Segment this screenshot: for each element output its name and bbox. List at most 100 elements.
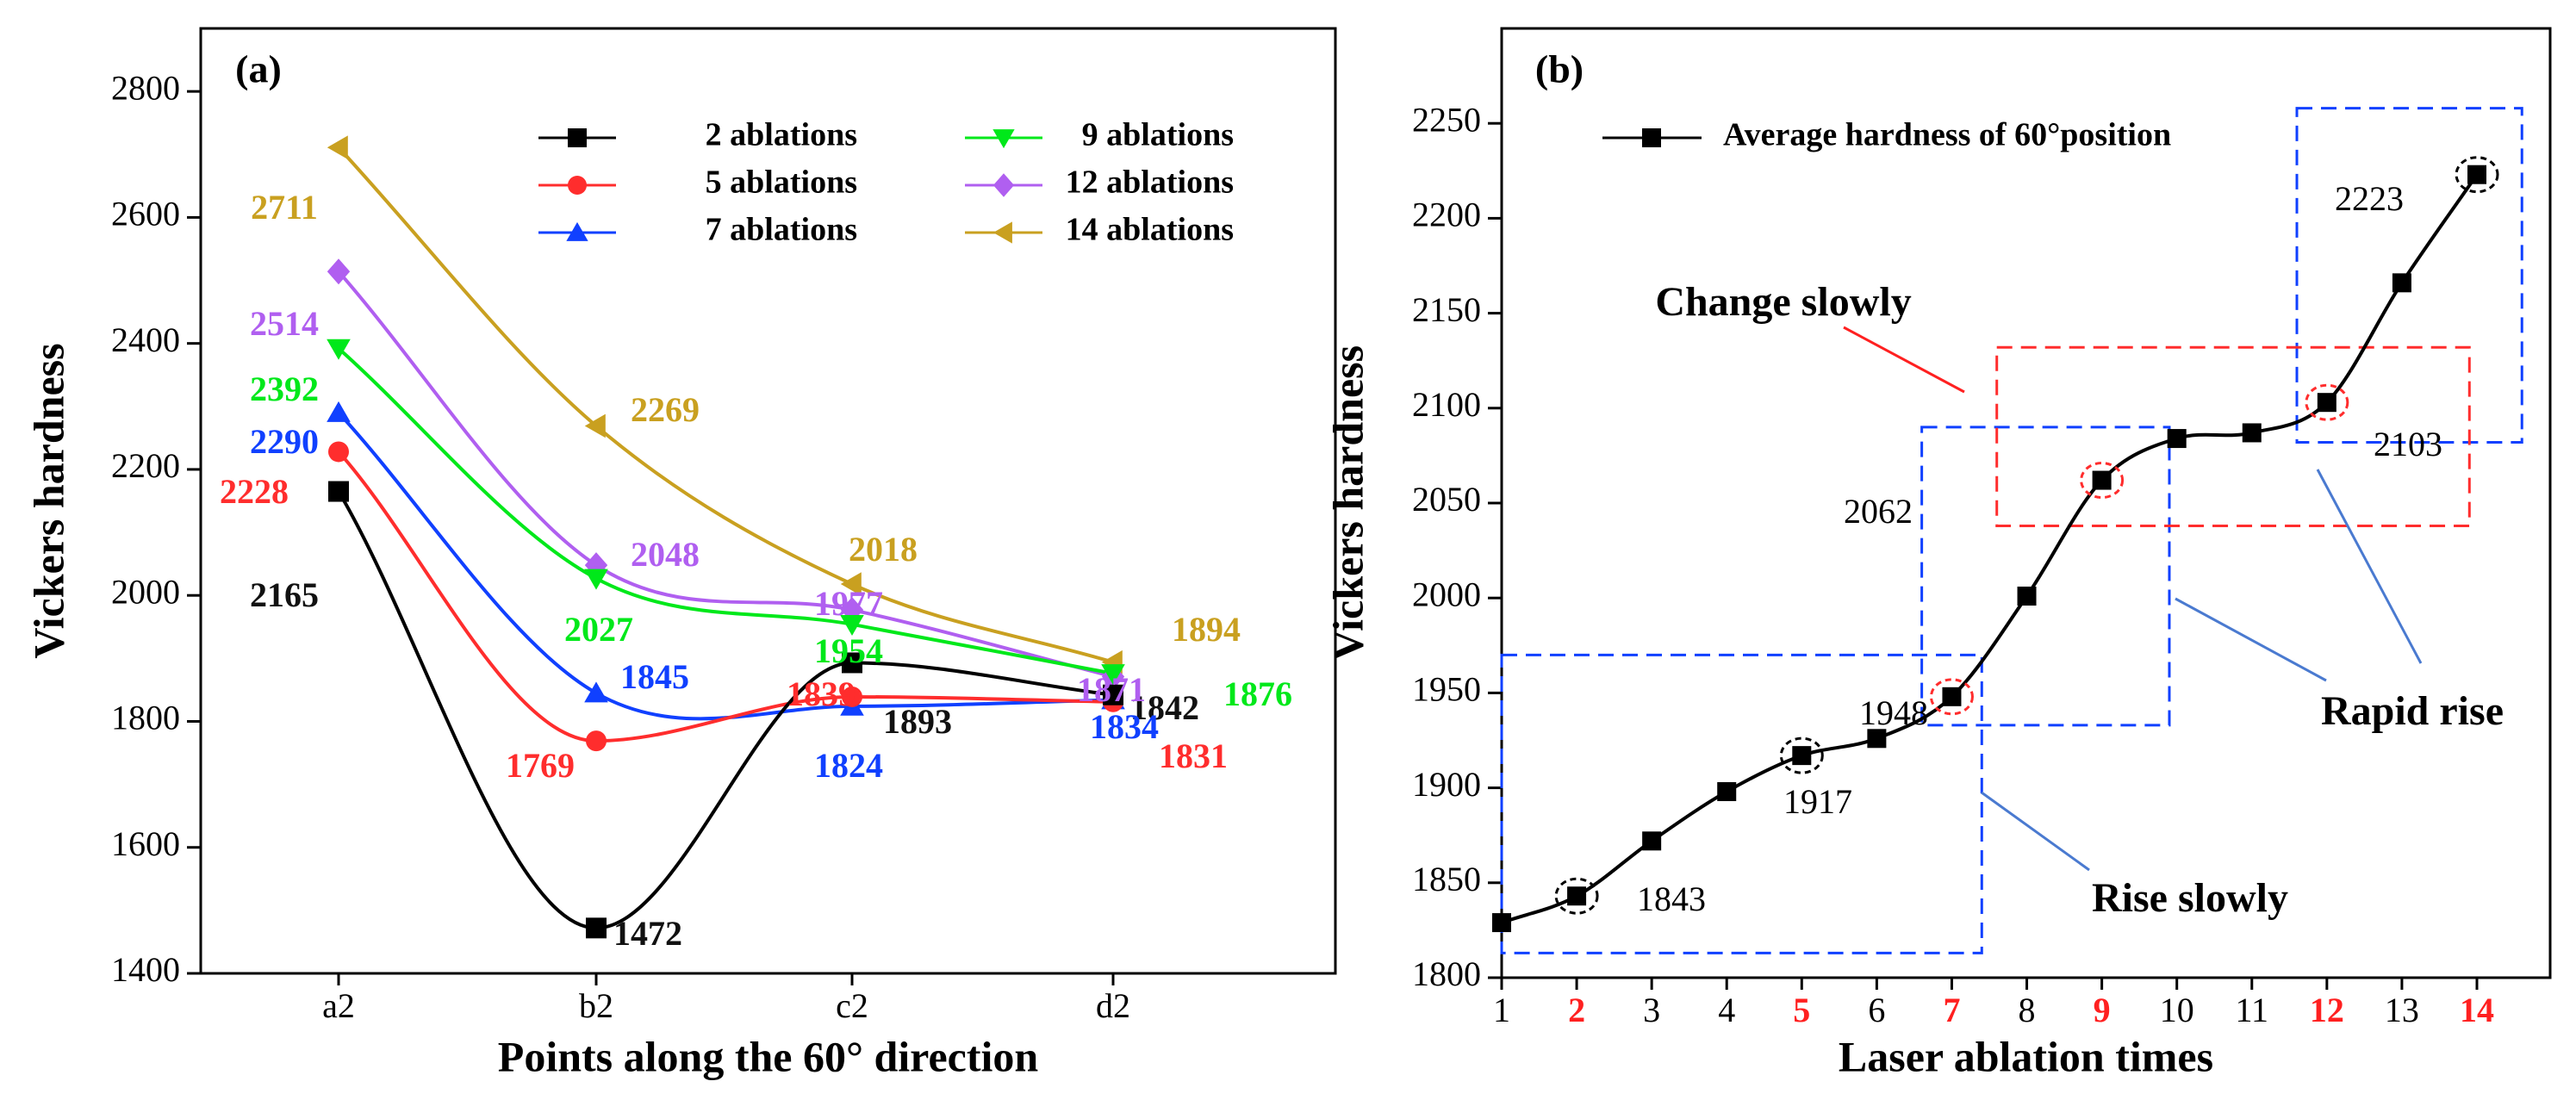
data-point-a (1103, 684, 1123, 705)
y-tick-label-b: 1800 (1412, 954, 1481, 993)
legend-label-a: 14 ablations (1066, 212, 1234, 248)
data-label-a: 2290 (250, 422, 319, 461)
y-tick-label-b: 2050 (1412, 480, 1481, 519)
legend-label-a: 5 ablations (706, 165, 857, 201)
data-label-a: 1769 (506, 746, 575, 785)
data-label-a: 2027 (564, 610, 633, 649)
y-tick-label-a: 1400 (111, 950, 180, 989)
leader-rapid-rise-1 (2316, 469, 2423, 664)
data-label-a: 1894 (1172, 610, 1241, 649)
y-tick-label-b: 2200 (1412, 196, 1481, 234)
data-label-a: 1831 (1159, 736, 1228, 775)
legend-label-a: 12 ablations (1066, 165, 1234, 201)
data-point-b (2017, 586, 2037, 606)
data-label-a: 1472 (613, 914, 682, 953)
data-point-a (586, 917, 607, 939)
y-tick-label-a: 1800 (111, 699, 180, 737)
data-point-b (2467, 165, 2486, 184)
data-point-a (842, 652, 862, 674)
data-label-a: 2228 (220, 472, 289, 511)
legend-marker-b (1642, 128, 1661, 147)
point-label-b: 2223 (2335, 179, 2404, 218)
panel-b-label: (b) (1535, 47, 1584, 91)
data-label-a: 2048 (631, 535, 700, 574)
data-label-a: 1977 (814, 584, 883, 623)
data-point-b (2242, 423, 2262, 443)
x-axis-label-a: Points along the 60° direction (498, 1032, 1039, 1080)
legend-marker-a (992, 221, 1012, 244)
data-point-a (584, 569, 608, 590)
y-tick-label-a: 2600 (111, 195, 180, 233)
data-label-a: 1876 (1223, 674, 1292, 713)
y-tick-label-a: 2000 (111, 572, 180, 611)
panel-b: (b) 1800 1850 1900 1950 2000 2050 2100 2150 2200 2… (1323, 27, 2552, 1080)
data-point-a (327, 135, 348, 160)
data-point-b (2092, 470, 2112, 490)
box-rise-slowly (1500, 653, 1983, 954)
x-tick-label-b: 14 (2460, 991, 2494, 1029)
data-point-b (1792, 746, 1812, 766)
y-axis-label-b: Vickers hardness (1323, 345, 1372, 661)
point-label-b: 1843 (1637, 879, 1706, 918)
data-point-a (327, 258, 351, 285)
x-axis-label-b: Laser ablation times (1839, 1032, 2213, 1080)
highlight-circle (1779, 736, 1824, 774)
y-tick-label-a: 1600 (111, 824, 180, 863)
series-line-0 (337, 490, 1114, 930)
data-point-b (1567, 886, 1587, 906)
x-tick-label-b: 6 (1868, 991, 1885, 1029)
data-label-a: 2018 (849, 530, 918, 569)
point-label-b: 2062 (1844, 492, 1913, 531)
legend-marker-a (568, 176, 587, 195)
data-point-a (840, 615, 864, 637)
data-label-a: 1893 (883, 702, 952, 741)
x-tick-label-b: 7 (1943, 991, 1960, 1029)
data-point-a (840, 572, 862, 596)
x-tick-label-b: 3 (1643, 991, 1660, 1029)
data-point-a (842, 686, 862, 707)
data-label-a: 1834 (1090, 707, 1159, 746)
y-tick-label-b: 1850 (1412, 860, 1481, 898)
panel-a: (a) 1400 1600 1800 2000 2200 2400 2600 2800 a2 b2 c… (24, 27, 1337, 1080)
highlight-circle (2455, 156, 2499, 194)
y-tick-label-b: 1900 (1412, 765, 1481, 804)
point-label-b: 2103 (2374, 425, 2442, 463)
series-line-b (1501, 173, 2479, 924)
data-label-a: 1871 (1077, 670, 1146, 709)
y-tick-label-b: 2250 (1412, 100, 1481, 139)
highlight-circle (1554, 877, 1599, 915)
annotation-rise-slowly: Rise slowly (2092, 875, 2288, 921)
annotation-rapid-rise: Rapid rise (2321, 688, 2504, 734)
data-point-a (586, 730, 607, 752)
series-line-3 (337, 347, 1114, 675)
highlight-circle (2305, 383, 2349, 421)
series-line-1 (337, 451, 1114, 743)
legend-label-a: 7 ablations (706, 212, 857, 248)
annotation-change-slowly: Change slowly (1655, 279, 1911, 325)
legend-marker-a (992, 129, 1015, 149)
data-label-a: 2711 (251, 188, 318, 227)
data-point-b (1942, 687, 1962, 706)
legend-label-a: 2 ablations (706, 117, 857, 153)
x-tick-label-b: 4 (1718, 991, 1735, 1029)
y-tick-label-b: 2100 (1412, 385, 1481, 424)
y-axis-label-a: Vickers hardness (24, 343, 72, 658)
panel-a-label: (a) (235, 47, 282, 91)
y-tick-label-b: 1950 (1412, 670, 1481, 709)
legend-marker-a (992, 173, 1015, 197)
x-tick-label-b: 11 (2236, 991, 2269, 1029)
data-label-a: 2165 (250, 575, 319, 614)
data-point-a (327, 339, 351, 360)
data-point-a (584, 681, 608, 703)
data-point-b (1492, 913, 1511, 933)
data-point-a (584, 413, 606, 438)
data-label-a: 1954 (814, 631, 883, 670)
y-tick-label-a: 2200 (111, 446, 180, 485)
data-point-b (2317, 393, 2336, 413)
highlight-circle (2080, 462, 2125, 500)
data-point-b (1642, 831, 1662, 851)
leader-rise-slowly (1981, 791, 2090, 872)
data-label-a: 1839 (787, 674, 856, 713)
data-point-b (2392, 273, 2411, 293)
